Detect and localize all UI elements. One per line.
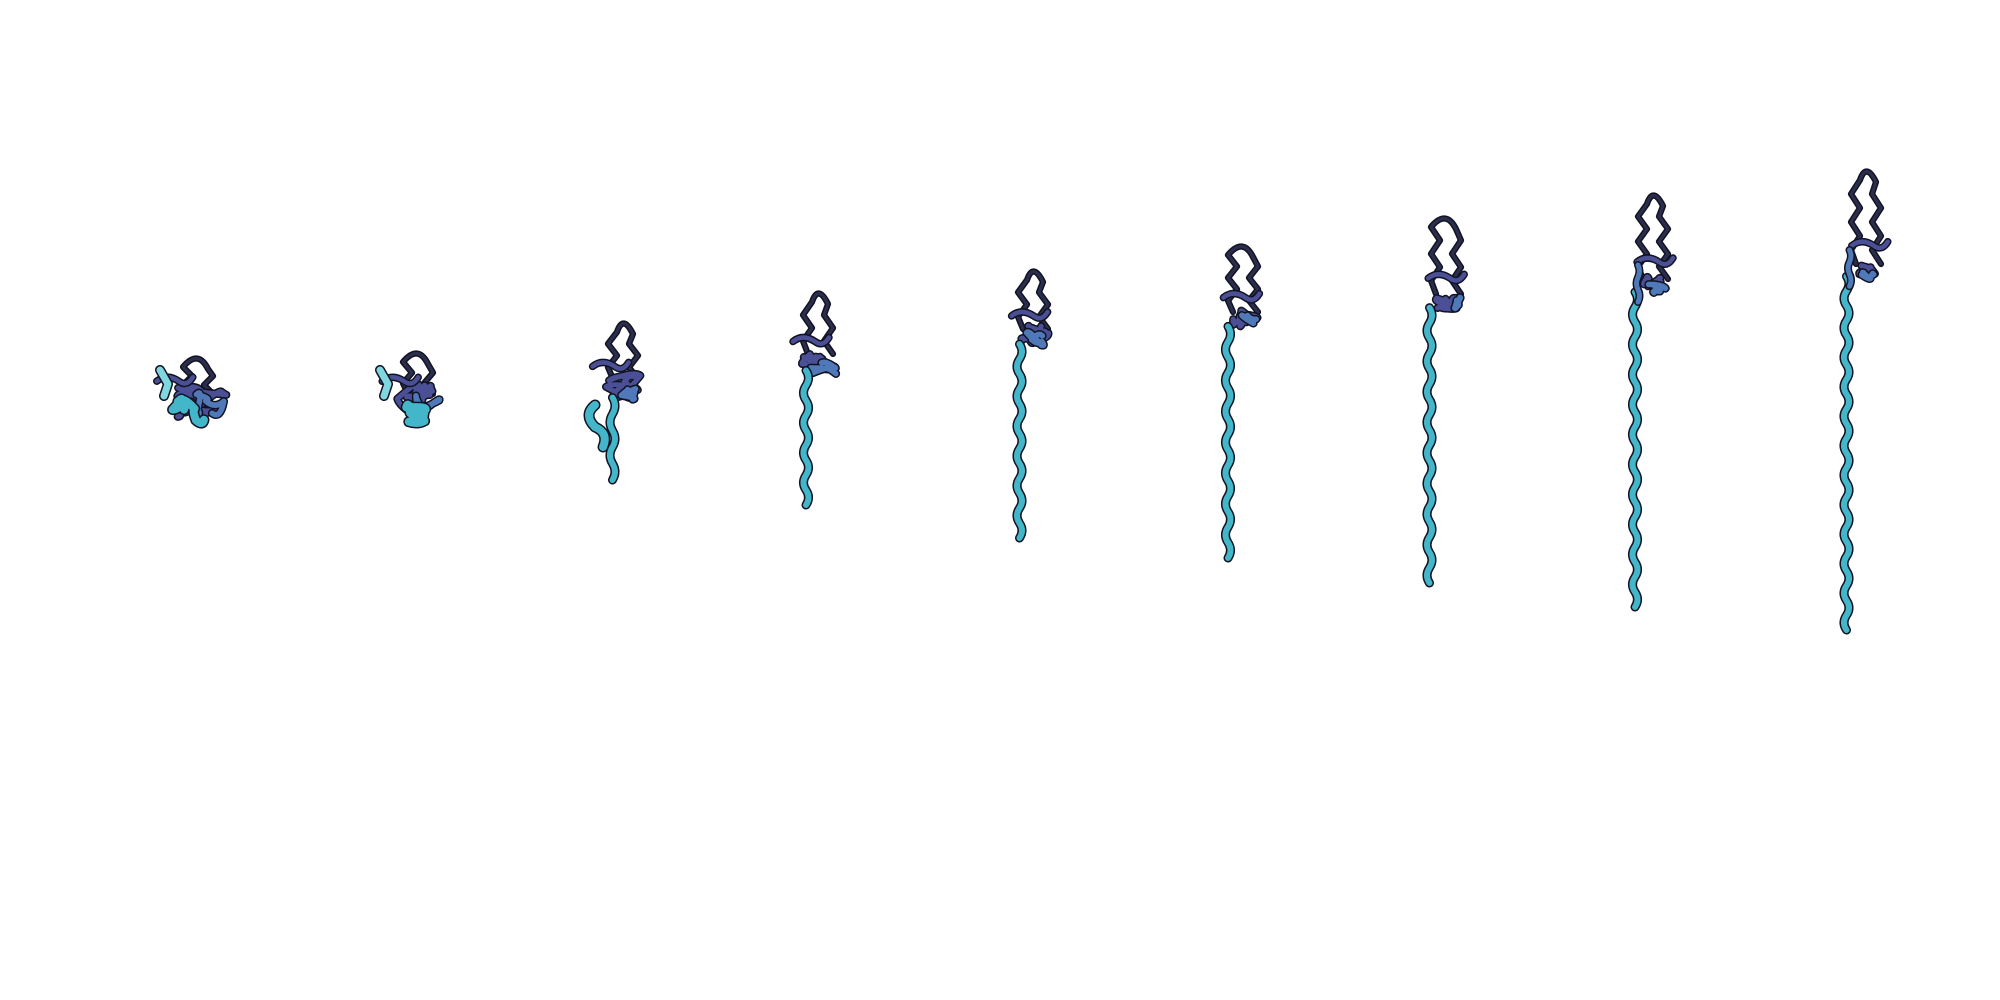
structure-6-tail [1222,323,1234,561]
structure-1 [153,355,231,429]
structure-8 [1628,192,1677,612]
structure-7-tail [1424,304,1435,586]
structure-2-hairpin [401,351,435,396]
structure-3-core-b [618,386,639,403]
structure-3 [583,320,645,485]
structure-6 [1219,243,1264,563]
structure-2-terminus [376,366,392,400]
structure-5-side-strand [1009,309,1050,321]
structures-group [153,168,1892,635]
structure-8-tail [1629,289,1641,610]
structure-4-hairpin [801,291,835,356]
structure-5 [1007,268,1053,543]
structure-5-hairpin [1016,269,1050,331]
structure-2-tail-coil [402,400,430,427]
structure-4-tail [800,367,812,508]
structure-3-tail [607,394,618,483]
structure-7-core-b [1451,294,1464,312]
structure-4 [789,290,841,510]
structure-1-terminus [156,366,172,400]
structure-6-side-strand [1221,291,1262,303]
structure-5-core-b [1023,329,1047,349]
structure-8-hairpin [1636,193,1670,281]
structure-2 [375,350,444,429]
structure-1-hairpin [181,356,215,396]
structure-6-core-b [1239,312,1259,327]
structure-8-tail-upper [1634,262,1642,305]
structure-8-side-strand [1634,255,1676,267]
structure-9 [1839,168,1892,635]
structure-4-side-strand [790,335,832,346]
structure-3-side-strand [590,360,631,371]
structure-9-hairpin [1849,169,1883,266]
structure-3-tail-knot [585,401,609,451]
structure-9-tail-upper [1845,247,1854,289]
structure-8-core-b [1645,281,1669,296]
structure-9-tail [1841,273,1852,633]
structure-7 [1422,215,1468,588]
structure-9-core-b [1858,269,1877,282]
structure-3-hairpin [606,321,640,381]
structure-9-side-strand [1849,239,1891,251]
structure-5-tail [1014,341,1025,541]
structure-1-tail-coil [168,394,208,428]
structure-6-hairpin [1226,244,1260,314]
structure-7-side-strand [1425,272,1467,283]
structure-7-hairpin [1429,216,1463,296]
